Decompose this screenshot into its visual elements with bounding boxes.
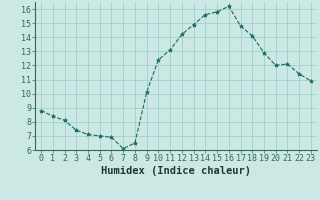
X-axis label: Humidex (Indice chaleur): Humidex (Indice chaleur) <box>101 166 251 176</box>
